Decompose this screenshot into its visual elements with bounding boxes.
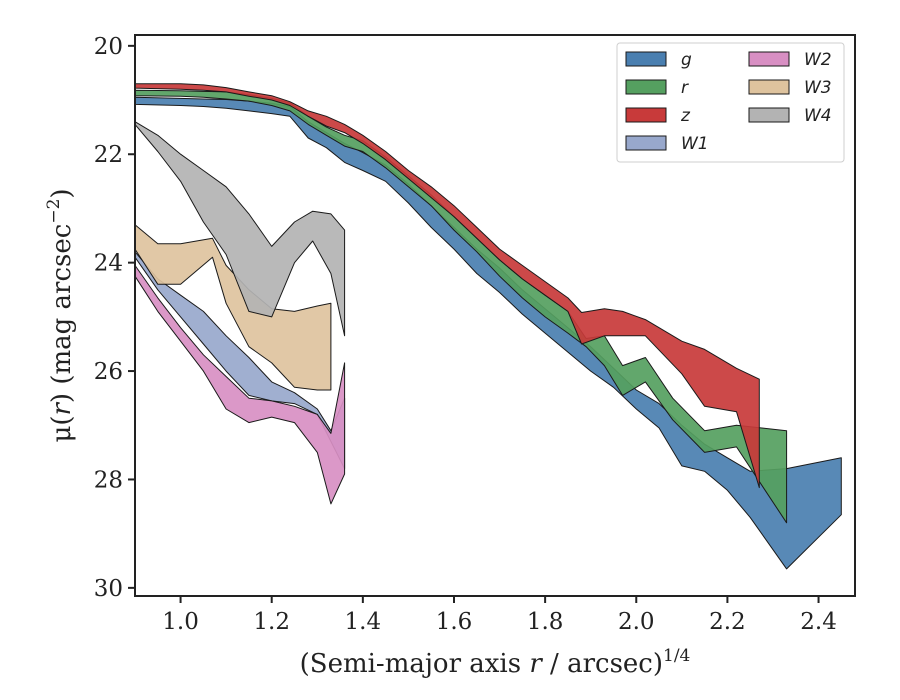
y-tick-label: 22 [94, 142, 123, 168]
legend-item-w4: W4 [748, 106, 832, 126]
series-band-g [134, 96, 842, 570]
plot-areas [134, 83, 842, 570]
x-tick-label: 2.0 [618, 609, 655, 635]
y-axis-ticks: 20 22 24 26 28 30 [94, 34, 135, 602]
series-band-z [134, 83, 760, 489]
legend-item-z: z [625, 106, 691, 126]
y-axis-label: μ(r) (mag arcsec−2) [44, 188, 77, 442]
legend-box [616, 42, 845, 163]
series-band-w3 [134, 224, 332, 391]
legend-item-w2: W2 [748, 50, 832, 70]
legend-label: W3 [804, 78, 832, 98]
series-band-r [134, 89, 788, 524]
x-tick-label: 1.4 [345, 609, 382, 635]
legend-swatch [625, 135, 667, 151]
y-tick-label: 24 [94, 251, 123, 277]
legend-swatch [625, 51, 667, 67]
x-tick-label: 1.0 [162, 609, 199, 635]
y-tick-label: 28 [94, 467, 123, 493]
legend-label: r [681, 78, 689, 98]
x-tick-label: 2.4 [800, 609, 837, 635]
legend-label: W2 [804, 50, 832, 70]
legend-swatch [625, 79, 667, 95]
x-axis-label: (Semi-major axis r / arcsec)1/4 [300, 646, 691, 679]
series-band-w2 [134, 264, 346, 505]
x-tick-label: 1.6 [436, 609, 473, 635]
legend-label: W1 [681, 134, 709, 154]
legend-item-r: r [625, 78, 689, 98]
legend-label: z [680, 106, 691, 126]
y-tick-label: 30 [94, 576, 123, 602]
legend-swatch [748, 79, 790, 95]
legend-label: g [681, 50, 692, 70]
y-tick-label: 20 [94, 34, 123, 60]
legend-item-w3: W3 [748, 78, 832, 98]
x-tick-label: 2.2 [709, 609, 746, 635]
x-tick-label: 1.8 [527, 609, 564, 635]
legend-swatch [748, 107, 790, 123]
axes-frame [134, 34, 856, 597]
x-tick-label: 1.2 [253, 609, 290, 635]
legend-swatch [748, 51, 790, 67]
series-band-w4 [134, 121, 346, 337]
legend-item-g: g [625, 50, 692, 70]
legend: grz W1 W2 W3 W4 [616, 42, 845, 163]
x-axis-ticks: 1.0 1.2 1.4 1.6 1.8 2.0 2.2 2.4 [162, 596, 837, 635]
legend-item-w1: W1 [625, 134, 709, 154]
legend-swatch [625, 107, 667, 123]
legend-label: W4 [804, 106, 832, 126]
y-tick-label: 26 [94, 359, 123, 385]
